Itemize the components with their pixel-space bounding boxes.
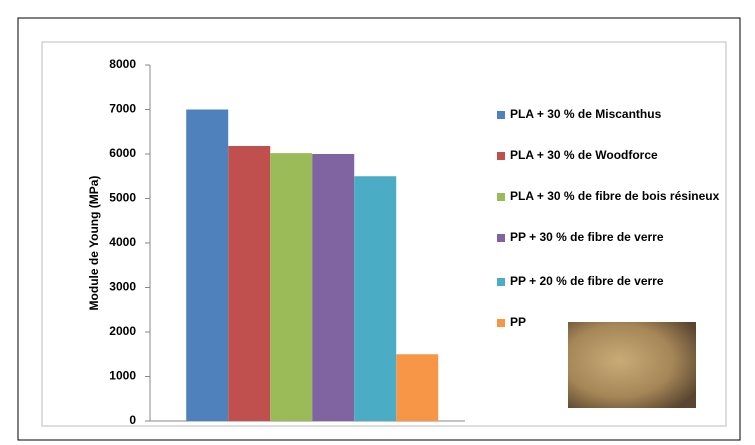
legend-label: PLA + 30 % de Miscanthus — [510, 107, 662, 121]
y-tick-label: 2000 — [109, 324, 136, 338]
y-tick-label: 8000 — [109, 57, 136, 71]
legend-swatch — [497, 193, 505, 201]
chart-frame — [41, 41, 727, 427]
legend-swatch — [497, 278, 505, 286]
y-tick-label: 0 — [129, 413, 136, 427]
bar — [396, 354, 439, 421]
bar — [354, 176, 397, 421]
y-tick-label: 5000 — [109, 191, 136, 205]
outer-frame — [17, 17, 741, 441]
legend-swatch — [497, 319, 505, 327]
legend-label: PLA + 30 % de fibre de bois résineux — [510, 189, 720, 203]
bar — [270, 153, 313, 422]
y-tick-label: 1000 — [109, 369, 136, 383]
legend-swatch — [497, 111, 505, 119]
legend-swatch — [497, 152, 505, 160]
y-tick-label: 4000 — [109, 235, 136, 249]
y-tick-label: 6000 — [109, 146, 136, 160]
y-tick-label: 7000 — [109, 102, 136, 116]
bar — [228, 145, 271, 422]
legend-label: PP + 20 % de fibre de verre — [510, 274, 664, 288]
y-axis-title: Module de Young (MPa) — [87, 176, 101, 311]
photo — [568, 322, 696, 408]
bar — [312, 154, 355, 421]
y-tick-label: 3000 — [109, 280, 136, 294]
bar — [186, 109, 229, 421]
legend-label: PP — [510, 315, 527, 329]
legend-label: PP + 30 % de fibre de verre — [510, 230, 664, 244]
legend-swatch — [497, 234, 505, 242]
legend-label: PLA + 30 % de Woodforce — [510, 148, 658, 162]
